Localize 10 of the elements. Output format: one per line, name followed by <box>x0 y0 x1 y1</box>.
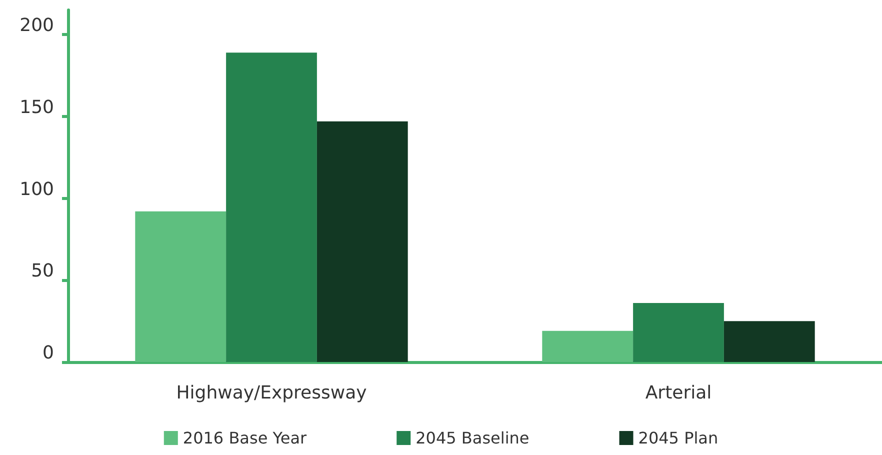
y-tick-label: 150 <box>20 96 54 118</box>
x-tick-label: Arterial <box>645 382 712 404</box>
y-tick-label: 0 <box>42 342 54 364</box>
legend-label: 2045 Plan <box>638 428 718 448</box>
legend-label: 2016 Base Year <box>182 428 308 448</box>
x-tick-label: Highway/Expressway <box>176 382 368 404</box>
y-tick-label: 200 <box>20 15 54 36</box>
y-tick-label: 50 <box>31 260 54 282</box>
legend-label: 2045 Baseline <box>416 428 530 448</box>
y-tick-label: 100 <box>20 178 54 200</box>
